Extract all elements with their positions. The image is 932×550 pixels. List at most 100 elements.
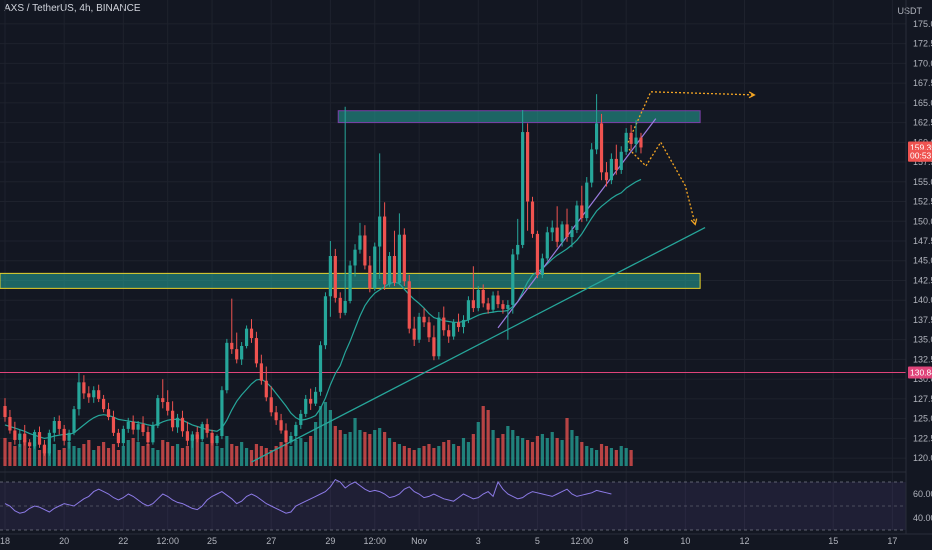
volume-bar [422,446,426,466]
candle-body [619,151,623,170]
volume-bar [284,444,288,466]
volume-bar [289,446,293,466]
candle-body [358,235,362,250]
candle-body [521,132,525,245]
volume-bar [42,446,47,466]
volume-bar [151,448,155,466]
x-tick-label: 22 [118,536,128,546]
candle-body [343,301,347,313]
candle-body [545,232,549,259]
candle-body [511,254,515,305]
candle-body [461,319,466,328]
volume-bar [62,448,66,466]
volume-bar [171,446,175,466]
volume-bar [560,440,564,466]
candle-body [52,421,56,433]
x-tick-label: 12:00 [363,536,386,546]
candle-body [323,296,328,346]
candle-body [373,246,377,289]
volume-bar [521,438,525,466]
candle-body [471,300,475,309]
price-badge [908,149,932,162]
volume-bar [525,440,530,466]
volume-bar [37,450,42,466]
volume-bar [491,430,495,466]
y-tick-label: 120.00 [913,453,932,463]
candle-body [437,317,441,357]
volume-bar [225,436,229,466]
candle-body [3,406,7,418]
candle-body [32,432,37,447]
volume-bar [609,448,613,466]
candle-body [309,398,313,404]
volume-bar [215,446,219,466]
candle-body [427,322,431,338]
volume-bar [97,446,101,466]
volume-bar [166,442,170,466]
candle-body [624,132,628,152]
candle-body [161,398,165,403]
volume-bar [619,446,623,466]
volume-bar [210,440,214,466]
candle-body [47,432,51,454]
candle-body [126,421,130,429]
candle-body [72,409,76,433]
candle-body [378,216,382,247]
volume-bar [205,444,209,466]
volume-bar [52,444,56,466]
volume-bar [333,426,337,466]
volume-bar [363,432,367,466]
volume-bar [116,450,120,466]
candle-body [496,295,500,305]
volume-bar [407,448,411,466]
volume-bar [136,442,140,466]
volume-bar [121,446,125,466]
candle-body [535,233,540,275]
volume-bar [530,442,535,466]
y-tick-label: 152.50 [913,197,932,207]
y-tick-label: 125.00 [913,414,932,424]
candle-body [580,205,584,219]
y-tick-label: 167.50 [913,78,932,88]
candle-body [8,417,12,431]
volume-bar [294,440,298,466]
candle-body [259,363,263,381]
volume-bar [190,438,194,466]
volume-bar [506,426,510,466]
volume-bar [540,434,544,466]
volume-bar [338,430,342,466]
volume-bar [269,450,273,466]
candle-body [491,295,495,310]
price-badge-label: 130.84 [910,368,932,378]
candle-body [417,316,421,340]
x-tick-label: 25 [207,536,217,546]
volume-bar [545,438,549,466]
candle-body [82,382,86,394]
candle-body [313,391,318,404]
candle-body [23,433,27,443]
volume-bar [8,442,12,466]
candle-body [294,424,298,436]
volume-bar [72,446,76,466]
volume-bar [200,442,204,466]
candle-body [299,413,303,425]
candle-body [269,397,273,413]
candle-body [452,322,456,337]
volume-bar [146,444,150,466]
candle-body [67,432,71,441]
candle-body [540,258,544,275]
volume-bar [304,442,308,466]
x-tick-label: 12 [739,536,749,546]
candle-body [570,229,574,238]
candle-body [565,224,569,238]
candle-body [37,432,42,445]
candle-body [175,417,180,428]
volume-bar [614,450,618,466]
candle-body [97,390,101,399]
candle-body [560,224,564,242]
volume-bar [466,442,471,466]
volume-bar [57,450,61,466]
candle-body [185,431,190,441]
volume-bar [18,444,22,466]
